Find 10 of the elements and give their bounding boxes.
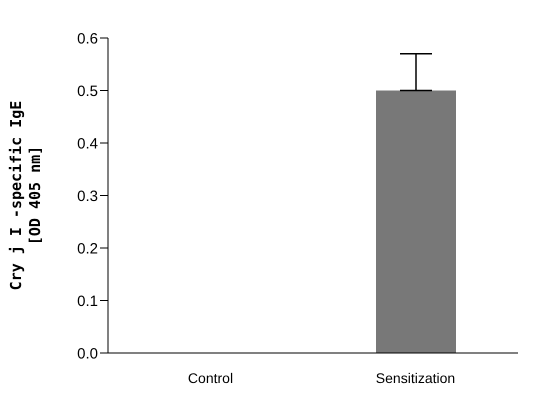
y-tick-label: 0.2: [77, 240, 98, 258]
y-axis-title: Cry j I -specific IgE [OD 405 nm]: [7, 100, 44, 290]
y-tick-label: 0.6: [77, 30, 98, 48]
x-tick-label: Sensitization: [376, 370, 456, 386]
y-tick-label: 0.1: [77, 292, 98, 310]
x-tick-label: Control: [188, 370, 234, 386]
y-tick-label: 0.3: [77, 188, 98, 205]
y-tick-label: 0.5: [77, 82, 98, 100]
y-tick-label: 0.4: [77, 135, 98, 152]
y-tick-label: 0.0: [77, 345, 98, 362]
